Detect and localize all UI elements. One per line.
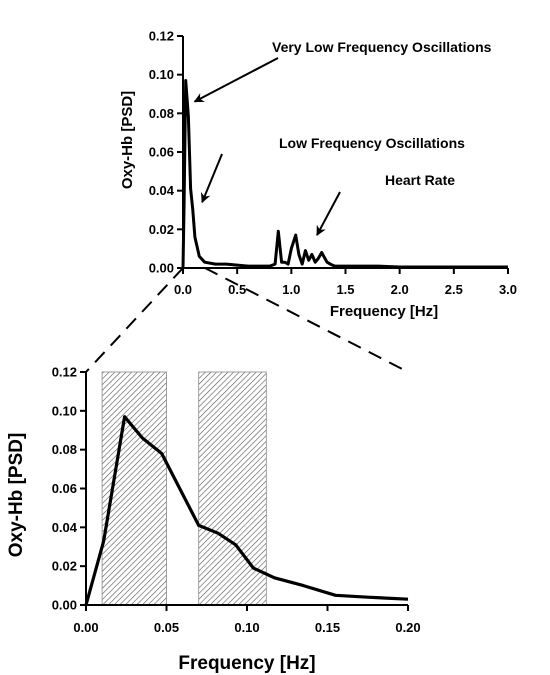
x-tick-label: 2.0 bbox=[391, 282, 409, 297]
annotation-label: Low Frequency Oscillations bbox=[279, 135, 465, 151]
zoom-shaded-bands bbox=[101, 371, 267, 606]
overview-annotations: Very Low Frequency Oscillations Low Frequ… bbox=[193, 39, 492, 236]
y-tick-label: 0.12 bbox=[149, 29, 174, 44]
y-tick-label: 0.00 bbox=[149, 261, 174, 276]
zoom-chart: 0.00 0.02 0.04 0.06 0.08 0.10 0.12 0.00 0.05 0.1… bbox=[6, 365, 421, 675]
y-tick-label: 0.08 bbox=[52, 442, 77, 457]
zoom-x-axis-label: Frequency [Hz] bbox=[178, 653, 315, 674]
overview-y-ticks: 0.00 0.02 0.04 0.06 0.08 0.10 0.12 bbox=[149, 29, 183, 276]
zoom-connector-right bbox=[204, 267, 409, 373]
overview-x-axis-label: Frequency [Hz] bbox=[330, 303, 438, 320]
x-tick-label: 0.00 bbox=[73, 620, 98, 635]
y-tick-label: 0.00 bbox=[52, 598, 77, 613]
zoom-connector-left bbox=[85, 267, 184, 373]
y-tick-label: 0.04 bbox=[52, 520, 78, 535]
y-tick-label: 0.12 bbox=[52, 365, 77, 380]
x-tick-label: 0.05 bbox=[154, 620, 179, 635]
y-tick-label: 0.10 bbox=[52, 403, 77, 418]
x-tick-label: 0.5 bbox=[228, 282, 246, 297]
x-tick-label: 2.5 bbox=[445, 282, 463, 297]
overview-chart: 0.00 0.02 0.04 0.06 0.08 0.10 0.12 0.0 0.5 1.0 1.… bbox=[119, 29, 517, 321]
y-tick-label: 0.10 bbox=[149, 67, 174, 82]
y-tick-label: 0.04 bbox=[149, 183, 175, 198]
overview-y-axis-label: Oxy-Hb [PSD] bbox=[119, 91, 136, 189]
x-tick-label: 0.0 bbox=[174, 282, 192, 297]
overview-series-line bbox=[181, 79, 508, 269]
zoom-y-ticks: 0.00 0.02 0.04 0.06 0.08 0.10 0.12 bbox=[52, 365, 86, 613]
y-tick-label: 0.08 bbox=[149, 106, 174, 121]
x-tick-label: 1.5 bbox=[336, 282, 354, 297]
x-tick-label: 1.0 bbox=[282, 282, 300, 297]
zoom-x-ticks: 0.00 0.05 0.10 0.15 0.20 bbox=[73, 605, 421, 635]
y-tick-label: 0.06 bbox=[52, 481, 77, 496]
annotation-label: Very Low Frequency Oscillations bbox=[272, 39, 492, 55]
annotation-arrow bbox=[316, 191, 341, 236]
x-tick-label: 0.20 bbox=[395, 620, 420, 635]
y-tick-label: 0.02 bbox=[149, 222, 174, 237]
annotation-label: Heart Rate bbox=[385, 172, 455, 188]
annotation-arrow bbox=[193, 57, 279, 103]
annotation-arrow bbox=[200, 153, 223, 204]
x-tick-label: 3.0 bbox=[499, 282, 517, 297]
x-tick-label: 0.10 bbox=[234, 620, 259, 635]
zoom-series-line bbox=[84, 415, 409, 606]
overview-x-ticks: 0.0 0.5 1.0 1.5 2.0 2.5 3.0 bbox=[174, 268, 517, 297]
x-tick-label: 0.15 bbox=[315, 620, 340, 635]
y-tick-label: 0.06 bbox=[149, 145, 174, 160]
zoom-y-axis-label: Oxy-Hb [PSD] bbox=[6, 433, 27, 558]
y-tick-label: 0.02 bbox=[52, 559, 77, 574]
